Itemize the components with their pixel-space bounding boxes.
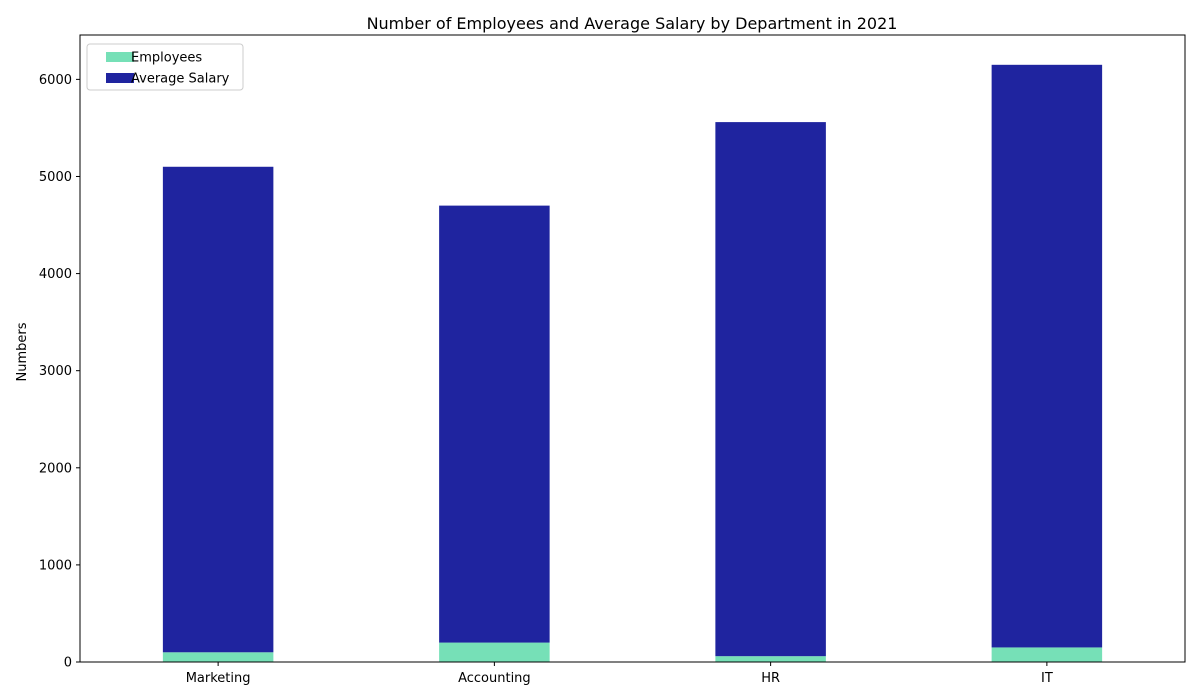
x-tick-label-marketing: Marketing: [186, 671, 251, 686]
y-tick-label: 6000: [39, 73, 72, 88]
bars-group: [162, 64, 1103, 662]
y-tick-label: 1000: [39, 558, 72, 573]
legend-swatch-employees: [106, 52, 134, 62]
legend-swatch-average-salary: [106, 73, 134, 83]
x-tick-label-hr: HR: [761, 671, 780, 686]
y-tick-label: 4000: [39, 267, 72, 282]
y-tick-label: 0: [64, 656, 72, 671]
bar-average-salary-it: [991, 64, 1103, 648]
bar-average-salary-accounting: [439, 205, 550, 643]
y-axis-label: Numbers: [15, 322, 30, 381]
x-tick-label-accounting: Accounting: [458, 671, 531, 686]
chart-title: Number of Employees and Average Salary b…: [367, 14, 898, 33]
bar-employees-it: [991, 647, 1103, 662]
bar-employees-marketing: [162, 652, 274, 662]
x-axis: Marketing Accounting HR IT: [186, 662, 1053, 686]
legend: Employees Average Salary: [86, 43, 244, 91]
bar-average-salary-marketing: [162, 166, 274, 653]
bar-average-salary-hr: [715, 122, 826, 657]
y-tick-label: 5000: [39, 170, 72, 185]
y-tick-label: 2000: [39, 461, 72, 476]
plot-area-frame: [79, 34, 1186, 663]
legend-label-average-salary: Average Salary: [131, 72, 230, 87]
y-axis: 0 1000 2000 3000 4000 5000 6000: [39, 73, 80, 671]
legend-label-employees: Employees: [131, 51, 202, 66]
bar-employees-accounting: [439, 642, 550, 662]
bar-employees-hr: [715, 656, 826, 662]
x-tick-label-it: IT: [1041, 671, 1053, 686]
y-tick-label: 3000: [39, 364, 72, 379]
